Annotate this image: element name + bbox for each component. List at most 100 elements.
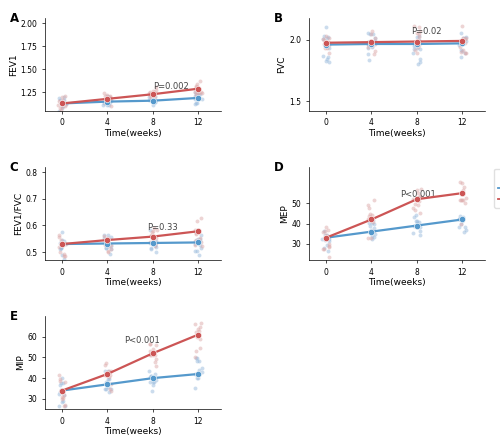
Point <box>323 233 331 240</box>
X-axis label: Time(weeks): Time(weeks) <box>368 129 426 138</box>
Point <box>107 385 115 392</box>
Point <box>151 351 159 358</box>
Point <box>410 45 418 52</box>
Point <box>322 42 330 49</box>
Point <box>367 226 375 233</box>
Point <box>147 232 155 239</box>
Point <box>196 345 204 352</box>
Point <box>102 244 110 251</box>
Point <box>150 242 158 249</box>
Point <box>192 100 200 107</box>
Point <box>60 402 68 409</box>
Point <box>461 35 469 42</box>
Point <box>152 227 160 234</box>
Point <box>55 403 63 410</box>
X-axis label: Time(weeks): Time(weeks) <box>104 129 162 138</box>
Point <box>192 83 200 90</box>
Point <box>192 355 200 362</box>
Point <box>192 237 200 244</box>
Point <box>458 48 466 55</box>
Point <box>364 51 372 58</box>
Point <box>102 386 110 393</box>
Point <box>325 254 333 261</box>
Point <box>58 101 66 108</box>
Point <box>150 232 158 239</box>
Point <box>197 319 205 326</box>
Point <box>458 214 466 221</box>
Point <box>324 40 332 47</box>
Text: D: D <box>274 161 283 174</box>
Point <box>371 37 379 44</box>
Point <box>365 40 373 47</box>
Point <box>192 99 200 106</box>
Point <box>104 242 112 249</box>
Point <box>194 326 202 333</box>
Point <box>152 341 160 348</box>
Point <box>148 374 156 381</box>
Point <box>152 363 160 370</box>
Point <box>457 49 465 56</box>
Point <box>324 235 332 242</box>
Point <box>415 33 423 40</box>
Point <box>150 92 158 99</box>
Y-axis label: FVC: FVC <box>278 55 286 73</box>
Point <box>58 229 66 236</box>
Point <box>369 216 377 224</box>
Point <box>324 44 332 51</box>
Point <box>416 55 424 62</box>
Point <box>196 327 203 334</box>
Point <box>57 245 65 252</box>
Point <box>364 40 372 48</box>
Point <box>108 368 116 375</box>
Point <box>150 258 158 265</box>
Point <box>412 218 420 225</box>
Point <box>458 40 466 48</box>
Point <box>324 241 332 248</box>
Point <box>412 217 420 224</box>
Point <box>320 44 328 51</box>
Point <box>414 219 422 226</box>
Point <box>324 42 332 49</box>
Point <box>456 38 464 45</box>
Point <box>322 32 330 39</box>
Point <box>193 236 201 243</box>
Point <box>320 37 328 44</box>
Point <box>370 224 378 231</box>
Point <box>192 231 200 238</box>
Point <box>104 368 112 375</box>
Point <box>371 34 379 41</box>
Point <box>148 231 156 238</box>
Point <box>411 41 419 48</box>
Point <box>58 244 66 251</box>
Point <box>145 89 153 96</box>
Point <box>195 367 203 374</box>
Point <box>364 202 372 209</box>
Point <box>192 358 200 365</box>
Point <box>192 229 200 236</box>
Point <box>102 241 110 248</box>
Point <box>462 40 469 47</box>
Point <box>368 211 376 218</box>
Point <box>62 403 70 410</box>
Point <box>54 98 62 105</box>
Point <box>58 237 66 244</box>
Point <box>54 243 62 250</box>
Point <box>196 215 204 222</box>
Point <box>198 245 205 252</box>
Point <box>368 227 376 235</box>
Point <box>196 323 204 330</box>
Point <box>150 99 158 106</box>
Point <box>102 360 110 367</box>
Point <box>146 347 154 354</box>
Point <box>192 94 200 101</box>
Point <box>104 388 112 395</box>
Point <box>100 99 108 106</box>
Point <box>462 37 469 44</box>
Point <box>319 53 327 60</box>
Point <box>364 205 372 212</box>
Point <box>104 368 112 375</box>
Point <box>150 242 158 249</box>
Point <box>367 40 375 48</box>
Point <box>196 335 204 342</box>
Point <box>364 216 372 223</box>
